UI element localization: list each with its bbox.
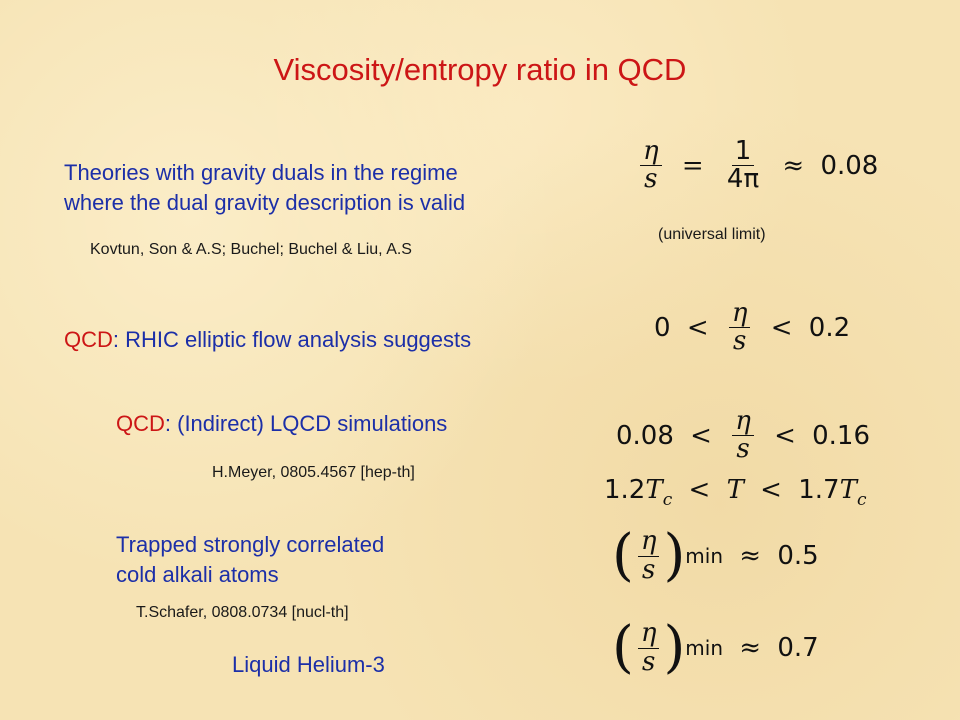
approx-sign: ≈ — [739, 633, 762, 663]
qcd-prefix: QCD — [116, 411, 165, 436]
lqcd-formula: 0.08 < η s < 0.16 — [616, 407, 871, 465]
rhic-label: QCD: RHIC elliptic flow analysis suggest… — [64, 325, 471, 355]
tc-symbol: T — [645, 475, 663, 505]
s-symbol: s — [644, 164, 658, 195]
qcd-prefix: QCD — [64, 327, 113, 352]
approx-sign: ≈ — [782, 150, 805, 181]
rhic-text: : RHIC elliptic flow analysis suggests — [112, 327, 472, 352]
less-than-sign: < — [760, 475, 782, 505]
eta-symbol: η — [732, 407, 754, 437]
denominator-four-pi: 4π — [726, 164, 760, 195]
lqcd-lower-bound: 0.08 — [616, 420, 674, 451]
left-paren: ( — [612, 615, 634, 680]
cold-atoms-reference: T.Schafer, 0808.0734 [nucl-th] — [136, 604, 349, 621]
less-than-sign: < — [774, 420, 796, 451]
less-than-sign: < — [688, 475, 711, 505]
rhic-lower-bound: 0 — [654, 312, 671, 343]
t-symbol: T — [726, 475, 744, 505]
s-symbol: s — [732, 326, 747, 357]
gravity-duals-line2: where the dual gravity description is va… — [64, 190, 466, 215]
s-symbol: s — [736, 434, 750, 465]
cold-atoms-line2: cold alkali atoms — [116, 562, 279, 587]
s-symbol: s — [641, 646, 656, 677]
numerator-one: 1 — [731, 137, 755, 167]
universal-limit-note: (universal limit) — [658, 226, 766, 243]
right-paren: ) — [663, 615, 686, 680]
lower-coefficient: 1.2 — [604, 475, 646, 505]
eta-symbol: η — [637, 527, 660, 557]
helium-formula: ( η s )min ≈ 0.7 — [612, 619, 819, 677]
eta-symbol: η — [637, 619, 660, 649]
rhic-formula: 0 < η s < 0.2 — [654, 299, 851, 357]
eta-over-s-fraction: η s — [637, 619, 660, 677]
cold-atoms-line1: Trapped strongly correlated — [116, 532, 385, 557]
upper-coefficient: 1.7 — [798, 475, 840, 505]
eta-over-s-fraction: η s — [732, 407, 754, 465]
gravity-duals-line1: Theories with gravity duals in the regim… — [64, 160, 458, 185]
tc-symbol: T — [839, 475, 857, 505]
gravity-duals-text: Theories with gravity duals in the regim… — [64, 158, 465, 218]
lqcd-label: QCD: (Indirect) LQCD simulations — [116, 409, 447, 439]
lqcd-upper-bound: 0.16 — [812, 420, 871, 451]
min-subscript: min — [685, 544, 724, 568]
one-over-four-pi-fraction: 1 4π — [724, 137, 762, 195]
eta-over-s-fraction: η s — [728, 299, 751, 357]
approx-sign: ≈ — [739, 541, 762, 571]
cold-atoms-value: 0.5 — [777, 541, 819, 571]
less-than-sign: < — [690, 420, 712, 451]
slide-title: Viscosity/entropy ratio in QCD — [273, 52, 687, 87]
gravity-duals-reference: Kovtun, Son & A.S; Buchel; Buchel & Liu,… — [90, 241, 412, 258]
cold-atoms-formula: ( η s )min ≈ 0.5 — [612, 527, 819, 585]
tc-subscript: c — [662, 490, 673, 510]
left-paren: ( — [612, 523, 634, 588]
helium-value: 0.7 — [777, 633, 819, 663]
less-than-sign: < — [770, 312, 793, 343]
less-than-sign: < — [686, 312, 709, 343]
equals-sign: = — [681, 150, 704, 181]
rhic-upper-bound: 0.2 — [808, 312, 851, 343]
cold-atoms-text: Trapped strongly correlated cold alkali … — [116, 530, 384, 590]
eta-over-s-fraction: η s — [637, 527, 660, 585]
eta-symbol: η — [640, 137, 662, 167]
min-subscript: min — [685, 636, 724, 660]
universal-limit-formula: η s = 1 4π ≈ 0.08 — [636, 137, 879, 195]
lqcd-text: : (Indirect) LQCD simulations — [164, 411, 448, 436]
tc-subscript: c — [856, 490, 867, 510]
s-symbol: s — [641, 554, 656, 585]
eta-symbol: η — [728, 299, 751, 329]
universal-limit-value: 0.08 — [820, 150, 879, 181]
helium-label: Liquid Helium-3 — [232, 652, 385, 677]
eta-over-s-fraction: η s — [640, 137, 662, 195]
lqcd-reference: H.Meyer, 0805.4567 [hep-th] — [212, 464, 415, 481]
temperature-range-formula: 1.2Tc < T < 1.7Tc — [604, 474, 866, 510]
right-paren: ) — [663, 523, 686, 588]
